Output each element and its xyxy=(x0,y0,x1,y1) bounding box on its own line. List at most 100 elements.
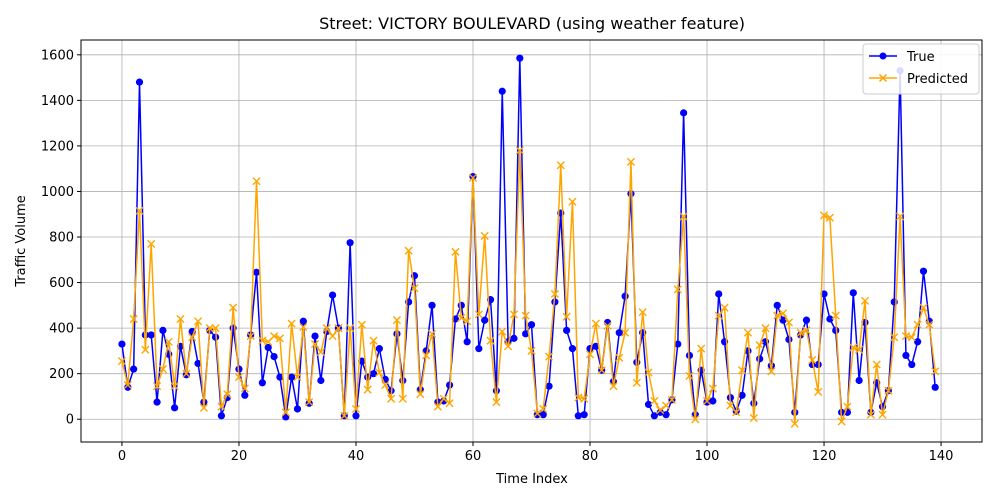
data-point-true xyxy=(428,301,436,309)
y-tick-label: 1400 xyxy=(41,94,74,109)
data-point-true xyxy=(171,404,179,412)
data-point-true xyxy=(276,373,284,381)
data-point-predicted xyxy=(252,177,261,186)
data-point-predicted xyxy=(562,312,571,321)
data-point-true xyxy=(194,359,202,368)
data-point-predicted xyxy=(223,390,232,399)
data-point-predicted xyxy=(632,378,641,387)
data-point-predicted xyxy=(755,341,764,350)
data-point-predicted xyxy=(422,351,431,360)
data-point-predicted xyxy=(621,328,630,337)
data-point-true xyxy=(715,290,723,298)
data-point-predicted xyxy=(386,394,396,403)
data-point-predicted xyxy=(626,157,636,166)
data-point-predicted xyxy=(468,173,478,182)
data-point-true xyxy=(475,345,483,353)
data-point-predicted xyxy=(825,213,834,222)
data-point-predicted xyxy=(229,303,238,312)
data-point-predicted xyxy=(749,413,758,423)
data-point-predicted xyxy=(404,246,413,255)
data-point-predicted xyxy=(176,314,185,324)
data-point-true xyxy=(463,338,471,346)
data-point-predicted xyxy=(351,404,361,414)
x-tick-label: 80 xyxy=(582,449,599,464)
data-point-predicted xyxy=(392,316,402,325)
data-point-predicted xyxy=(539,404,548,414)
legend-true-marker xyxy=(879,52,887,60)
data-point-predicted xyxy=(170,382,179,391)
x-tick-label: 100 xyxy=(695,449,720,464)
data-point-true xyxy=(130,365,138,373)
data-point-predicted xyxy=(199,403,208,412)
data-point-true xyxy=(241,391,249,399)
data-point-predicted xyxy=(486,336,495,345)
data-point-true xyxy=(750,399,758,407)
data-point-predicted xyxy=(685,371,694,381)
data-point-true xyxy=(352,412,360,420)
series-line-predicted xyxy=(121,149,936,425)
data-point-predicted xyxy=(726,401,735,410)
data-point-predicted xyxy=(445,399,454,408)
data-point-true xyxy=(217,412,226,420)
data-point-predicted xyxy=(691,415,700,424)
series-predicted xyxy=(117,146,940,428)
data-point-predicted xyxy=(738,366,747,375)
data-point-true xyxy=(159,326,167,334)
data-point-predicted xyxy=(281,408,290,417)
data-point-predicted xyxy=(609,382,618,391)
data-point-true xyxy=(779,316,787,324)
data-point-predicted xyxy=(504,342,513,351)
data-point-predicted xyxy=(158,365,168,374)
data-point-predicted xyxy=(925,320,934,329)
data-point-true xyxy=(264,343,272,352)
data-point-predicted xyxy=(597,366,606,375)
data-point-predicted xyxy=(498,327,507,336)
data-point-predicted xyxy=(188,333,197,342)
data-point-true xyxy=(369,370,378,378)
legend-predicted-marker xyxy=(878,73,888,83)
data-point-predicted xyxy=(585,350,595,359)
data-point-predicted xyxy=(843,402,852,411)
data-point-true xyxy=(118,340,126,348)
data-point-predicted xyxy=(433,402,442,411)
y-tick-label: 400 xyxy=(49,322,74,337)
data-point-predicted xyxy=(743,328,753,337)
y-tick-label: 1000 xyxy=(41,185,74,200)
data-point-true xyxy=(469,173,477,181)
data-point-true xyxy=(644,400,653,409)
data-point-predicted xyxy=(269,331,279,341)
y-tick-label: 1200 xyxy=(41,139,74,154)
data-point-predicted xyxy=(591,319,600,328)
data-point-predicted xyxy=(697,344,706,353)
data-point-predicted xyxy=(796,328,805,337)
data-point-true xyxy=(621,292,629,300)
data-point-true xyxy=(662,411,670,419)
data-point-predicted xyxy=(831,311,840,320)
data-point-true xyxy=(785,335,793,344)
series-layer xyxy=(117,54,940,428)
data-point-predicted xyxy=(667,395,677,404)
data-point-predicted xyxy=(819,211,829,220)
data-point-predicted xyxy=(141,345,150,354)
data-point-true xyxy=(627,190,635,198)
data-point-predicted xyxy=(837,417,846,426)
data-point-predicted xyxy=(702,396,712,406)
data-point-predicted xyxy=(907,333,916,342)
data-point-true xyxy=(563,326,571,334)
data-point-predicted xyxy=(246,331,255,341)
data-point-predicted xyxy=(884,386,893,395)
data-point-predicted xyxy=(656,406,665,415)
data-point-predicted xyxy=(123,380,132,390)
data-point-true xyxy=(832,326,840,334)
data-point-true xyxy=(919,267,928,275)
data-point-true xyxy=(288,373,296,381)
data-point-predicted xyxy=(211,324,220,333)
data-point-predicted xyxy=(398,394,407,403)
data-point-predicted xyxy=(316,347,325,357)
data-point-predicted xyxy=(357,320,366,329)
data-point-predicted xyxy=(310,339,320,349)
y-axis-label: Traffic Volume xyxy=(14,195,29,288)
data-point-true xyxy=(328,291,337,299)
data-point-predicted xyxy=(293,372,302,382)
data-point-predicted xyxy=(193,317,203,326)
